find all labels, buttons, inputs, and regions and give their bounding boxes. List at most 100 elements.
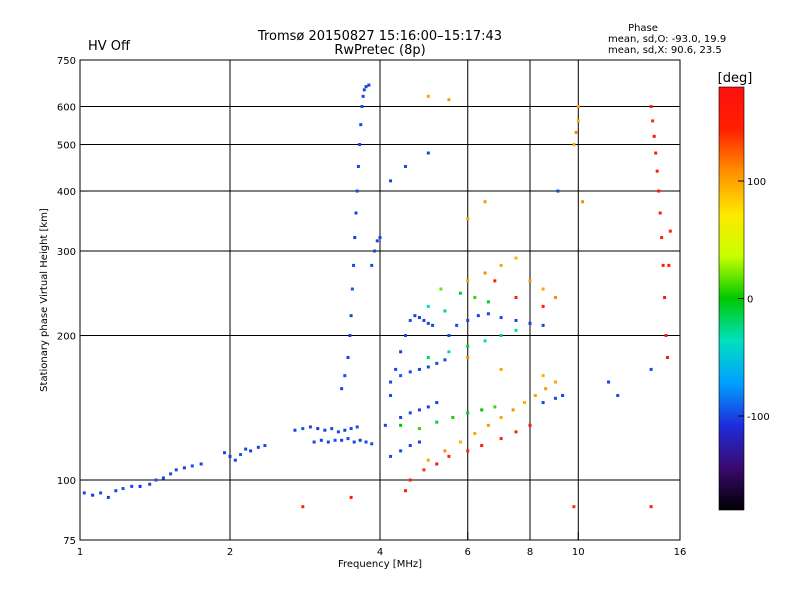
data-point [343, 374, 347, 378]
y-tick-label: 100 [57, 476, 76, 487]
data-point [263, 444, 267, 448]
data-point [355, 189, 359, 193]
data-point [523, 401, 527, 405]
data-point [336, 430, 340, 434]
data-point [657, 189, 661, 193]
data-point [431, 323, 435, 327]
data-point [417, 408, 421, 412]
data-point [399, 374, 403, 378]
data-point [473, 296, 477, 300]
data-point [426, 365, 430, 369]
data-point [649, 505, 653, 509]
y-tick-label: 600 [57, 103, 76, 114]
data-point [249, 449, 253, 453]
data-point [373, 249, 377, 253]
data-point [499, 437, 503, 441]
data-point [408, 444, 412, 448]
data-point [466, 279, 470, 283]
colorbar-unit: [deg] [718, 71, 753, 86]
data-point [190, 464, 194, 468]
data-point [486, 312, 490, 316]
data-point [346, 437, 350, 441]
data-point [447, 350, 451, 354]
data-point [528, 279, 532, 283]
data-point [323, 428, 327, 432]
data-point [553, 380, 557, 384]
data-point [353, 236, 357, 240]
data-point [349, 314, 353, 318]
data-point [394, 367, 398, 371]
data-point [651, 119, 655, 123]
y-tick-label: 300 [57, 247, 76, 258]
data-point [228, 454, 232, 458]
data-point [91, 493, 95, 497]
data-point [480, 444, 484, 448]
data-point [541, 287, 545, 291]
data-point [370, 263, 374, 267]
x-tick-label: 16 [674, 547, 687, 558]
data-point [466, 411, 470, 415]
data-point [389, 179, 393, 183]
data-point [340, 387, 344, 391]
data-point [458, 291, 462, 295]
data-point [480, 408, 484, 412]
data-point [330, 427, 334, 431]
data-point [664, 334, 668, 338]
data-point [466, 355, 470, 359]
data-point [244, 447, 248, 451]
data-point [455, 323, 459, 327]
data-point [553, 396, 557, 400]
data-point [528, 423, 532, 427]
data-point [403, 489, 407, 493]
data-point [533, 394, 537, 398]
data-point [493, 279, 497, 283]
phase-stats-o: mean, sd,O: -93.0, 19.9 [608, 34, 726, 45]
colorbar-ticks: 100 0 -100 [738, 177, 770, 423]
data-point [553, 296, 557, 300]
data-point [466, 318, 470, 322]
data-point [312, 440, 316, 444]
grid-lines [80, 60, 680, 540]
x-tick-label: 2 [227, 547, 233, 558]
data-point [82, 491, 86, 495]
data-point [346, 355, 350, 359]
data-point [514, 318, 518, 322]
data-point [350, 287, 354, 291]
colorbar-tick-label: 0 [747, 295, 753, 306]
data-point [349, 495, 353, 499]
data-point [358, 438, 362, 442]
data-point [121, 487, 125, 491]
data-point [439, 287, 443, 291]
data-point [399, 415, 403, 419]
data-point [574, 130, 578, 134]
data-point [435, 462, 439, 466]
data-point [99, 491, 103, 495]
data-point [360, 105, 364, 109]
data-point [514, 430, 518, 434]
data-point [435, 361, 439, 365]
data-point [399, 423, 403, 427]
data-point [541, 401, 545, 405]
data-point [359, 123, 363, 127]
data-point [370, 442, 374, 446]
data-point [422, 318, 426, 322]
data-point [486, 423, 490, 427]
data-point [199, 462, 203, 466]
chart-title-line1: Tromsø 20150827 15:16:00–15:17:43 [257, 29, 502, 44]
data-point [663, 296, 667, 300]
y-axis-ticks: 75 100 200 300 400 500 600 750 [57, 56, 88, 547]
data-point [483, 339, 487, 343]
data-point [435, 420, 439, 424]
data-point [355, 425, 359, 429]
y-tick-label: 200 [57, 332, 76, 343]
data-point [514, 328, 518, 332]
data-point [649, 367, 653, 371]
data-point [561, 394, 565, 398]
data-point [403, 334, 407, 338]
data-point [447, 98, 451, 102]
data-point [493, 405, 497, 409]
data-point [403, 164, 407, 168]
data-point [316, 427, 320, 431]
data-point [451, 415, 455, 419]
x-tick-label: 1 [77, 547, 83, 558]
